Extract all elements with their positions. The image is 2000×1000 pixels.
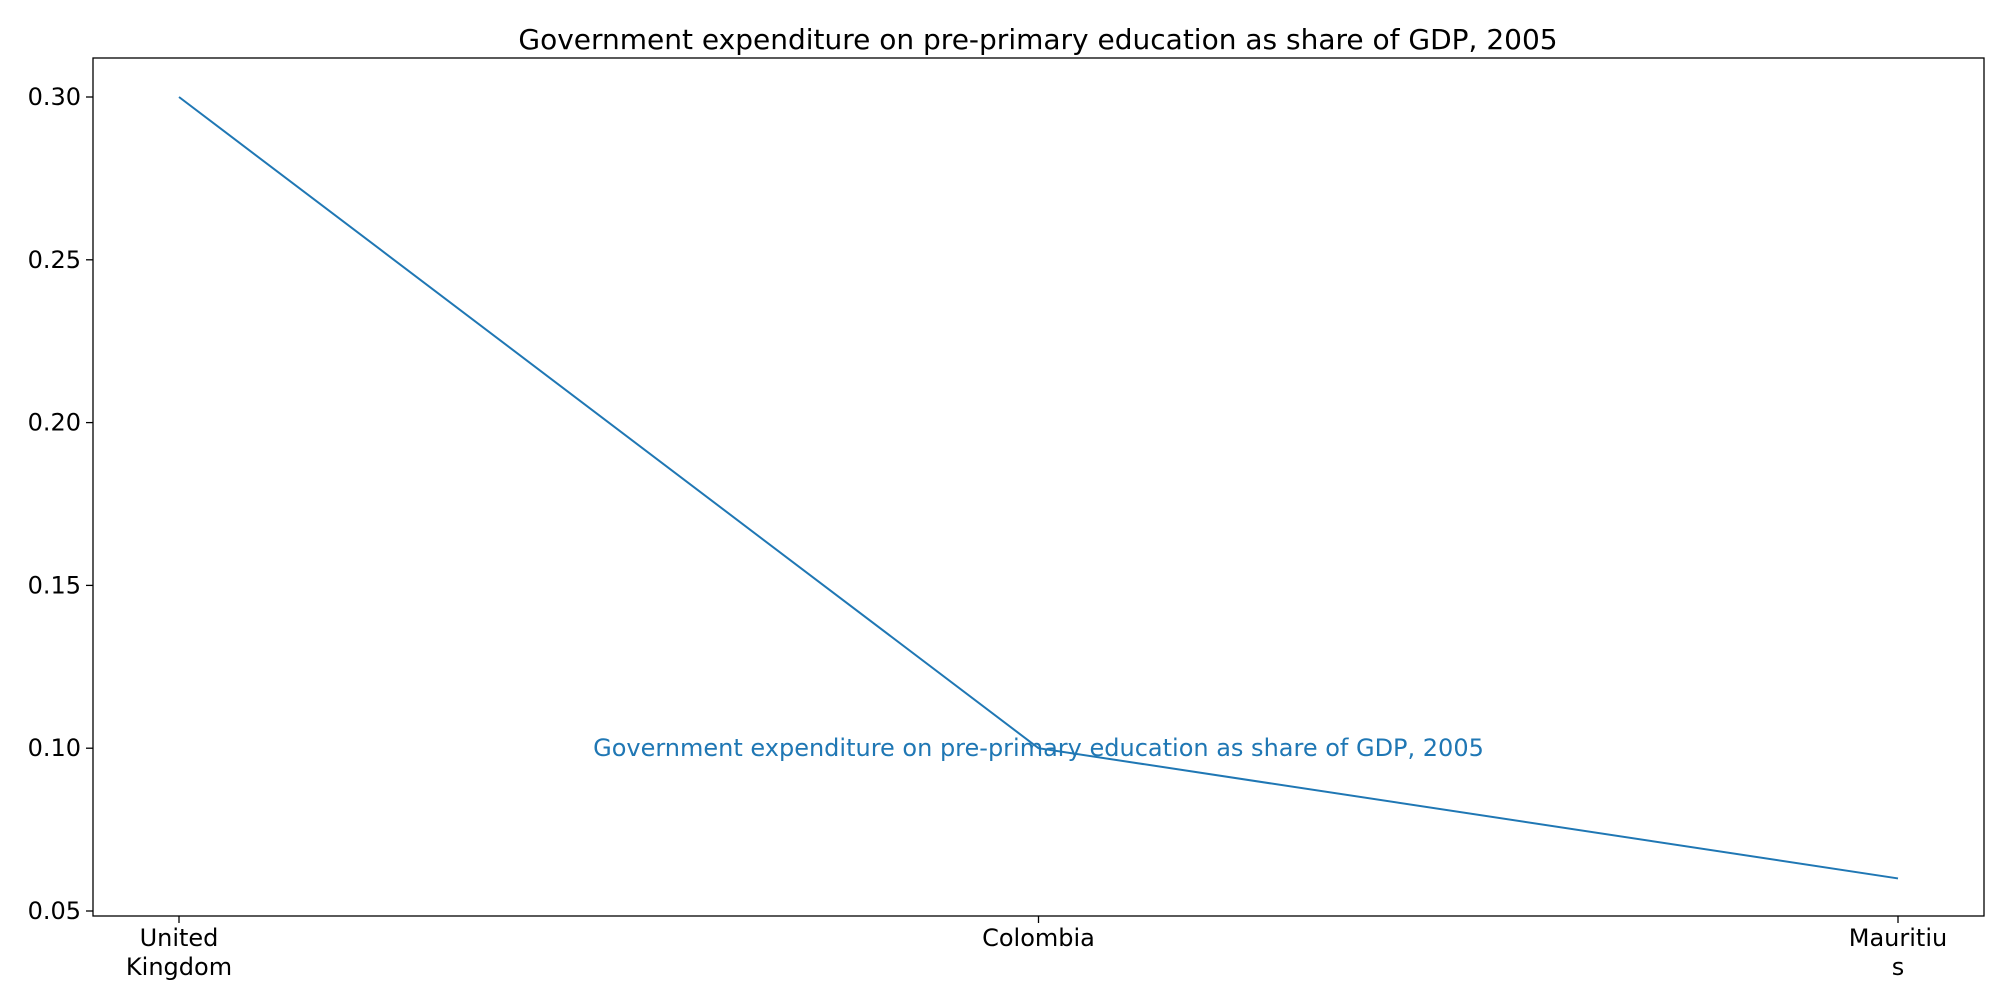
chart-title: Government expenditure on pre-primary ed… xyxy=(518,23,1557,56)
x-tick-label: United Kingdom xyxy=(126,924,232,981)
y-axis: 0.05 0.10 0.15 0.20 0.25 0.30 xyxy=(28,83,93,925)
x-tick-label-line: United xyxy=(140,924,219,952)
series-label-layer: Government expenditure on pre-primary ed… xyxy=(593,734,1484,762)
y-tick-label: 0.05 xyxy=(28,897,81,925)
x-tick-label: Colombia xyxy=(982,924,1095,952)
y-tick-label: 0.10 xyxy=(28,734,81,762)
y-tick-label: 0.30 xyxy=(28,83,81,111)
series-label: Government expenditure on pre-primary ed… xyxy=(593,734,1484,762)
x-tick-label: Mauritiu s xyxy=(1849,924,1947,981)
y-tick-label: 0.15 xyxy=(28,571,81,599)
y-tick-label: 0.25 xyxy=(28,246,81,274)
series-layer xyxy=(178,96,1899,880)
x-tick-label-line: Colombia xyxy=(982,924,1095,952)
plot-frame xyxy=(92,57,1985,917)
x-tick-label-line: Kingdom xyxy=(126,953,232,981)
x-tick-label-line: Mauritiu xyxy=(1849,924,1947,952)
y-tick-label: 0.20 xyxy=(28,409,81,437)
x-axis: United Kingdom Colombia Mauritiu s xyxy=(126,916,1947,981)
x-tick-label-line: s xyxy=(1892,953,1905,981)
series-line xyxy=(178,96,1899,880)
